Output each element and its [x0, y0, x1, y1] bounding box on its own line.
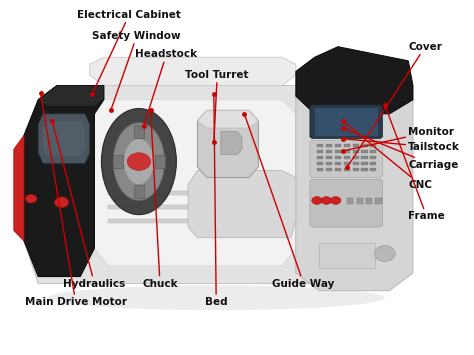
- Text: Tailstock: Tailstock: [343, 138, 460, 152]
- Bar: [353, 149, 359, 153]
- Bar: [353, 168, 359, 171]
- Polygon shape: [221, 132, 242, 154]
- Circle shape: [374, 246, 395, 261]
- Bar: [134, 185, 144, 198]
- Bar: [370, 143, 376, 147]
- Text: Safety Window: Safety Window: [92, 31, 181, 110]
- Bar: [326, 143, 332, 147]
- Bar: [362, 168, 367, 171]
- Circle shape: [312, 197, 322, 204]
- Bar: [344, 162, 350, 165]
- Bar: [335, 143, 341, 147]
- Bar: [344, 155, 350, 159]
- Bar: [370, 162, 376, 165]
- Bar: [109, 191, 286, 195]
- Bar: [362, 143, 367, 147]
- Polygon shape: [310, 140, 383, 178]
- Bar: [344, 149, 350, 153]
- Text: Frame: Frame: [385, 105, 445, 222]
- Ellipse shape: [47, 285, 385, 310]
- Circle shape: [55, 197, 69, 208]
- Bar: [326, 149, 332, 153]
- Bar: [134, 125, 144, 138]
- Bar: [317, 168, 323, 171]
- Bar: [315, 108, 378, 136]
- Polygon shape: [310, 179, 383, 227]
- Text: Monitor: Monitor: [343, 126, 454, 151]
- Polygon shape: [43, 121, 85, 156]
- Text: Carriage: Carriage: [343, 128, 459, 170]
- Circle shape: [330, 197, 341, 204]
- Text: Hydraulics: Hydraulics: [52, 121, 126, 289]
- Circle shape: [127, 153, 151, 170]
- Polygon shape: [296, 47, 413, 114]
- Bar: [317, 155, 323, 159]
- Text: CNC: CNC: [343, 121, 432, 190]
- Polygon shape: [310, 105, 383, 138]
- Bar: [347, 198, 354, 204]
- Bar: [370, 168, 376, 171]
- Bar: [370, 155, 376, 159]
- Text: Tool Turret: Tool Turret: [185, 70, 249, 142]
- Bar: [317, 162, 323, 165]
- Bar: [362, 149, 367, 153]
- Polygon shape: [38, 86, 104, 107]
- Text: Electrical Cabinet: Electrical Cabinet: [77, 10, 181, 94]
- Bar: [326, 155, 332, 159]
- Polygon shape: [296, 64, 413, 291]
- Bar: [335, 155, 341, 159]
- Bar: [326, 168, 332, 171]
- Bar: [326, 162, 332, 165]
- Ellipse shape: [113, 123, 164, 201]
- Text: Headstock: Headstock: [136, 49, 198, 126]
- Bar: [317, 143, 323, 147]
- Bar: [335, 168, 341, 171]
- Bar: [109, 219, 286, 223]
- Bar: [344, 143, 350, 147]
- Polygon shape: [24, 86, 104, 277]
- Bar: [353, 162, 359, 165]
- Bar: [335, 162, 341, 165]
- Text: Guide Way: Guide Way: [244, 114, 335, 289]
- Bar: [155, 155, 164, 168]
- Text: Main Drive Motor: Main Drive Motor: [25, 93, 127, 307]
- Text: Cover: Cover: [347, 42, 442, 167]
- Circle shape: [321, 197, 331, 204]
- Ellipse shape: [101, 109, 176, 215]
- Bar: [362, 162, 367, 165]
- Bar: [362, 155, 367, 159]
- Polygon shape: [188, 170, 296, 237]
- Polygon shape: [14, 135, 24, 241]
- Bar: [335, 149, 341, 153]
- Text: Chuck: Chuck: [142, 110, 178, 289]
- Bar: [319, 243, 375, 268]
- Polygon shape: [24, 86, 408, 284]
- Bar: [113, 155, 122, 168]
- Circle shape: [26, 195, 37, 203]
- Bar: [109, 205, 286, 209]
- Polygon shape: [90, 57, 296, 86]
- Polygon shape: [198, 110, 258, 128]
- Bar: [366, 198, 372, 204]
- Bar: [357, 198, 363, 204]
- Bar: [344, 168, 350, 171]
- Bar: [353, 143, 359, 147]
- Bar: [353, 155, 359, 159]
- Text: Bed: Bed: [205, 94, 228, 307]
- Bar: [375, 198, 382, 204]
- Polygon shape: [198, 110, 258, 178]
- Polygon shape: [94, 100, 296, 266]
- Polygon shape: [38, 114, 90, 163]
- Ellipse shape: [124, 138, 154, 185]
- Bar: [370, 149, 376, 153]
- Bar: [317, 149, 323, 153]
